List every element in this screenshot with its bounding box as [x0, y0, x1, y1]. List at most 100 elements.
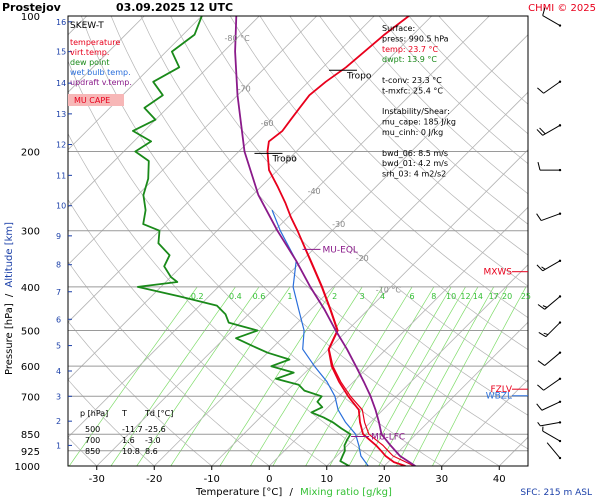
- mu-cape-badge: [68, 94, 124, 106]
- dry-adiabat-line: [68, 198, 328, 466]
- pressure-tick-label: 700: [21, 392, 40, 403]
- wind-barb-flag: [542, 7, 546, 16]
- isotherm-line: [68, 16, 318, 266]
- wind-barb-staff: [542, 260, 561, 272]
- wind-barb-base: [558, 259, 562, 263]
- legend: SKEW-T temperature virt.temp. dew point …: [68, 21, 132, 106]
- dry-adiabat-line: [289, 16, 528, 256]
- temperature-tick-label: -20: [146, 474, 162, 485]
- pressure-tick-label: 600: [21, 362, 40, 373]
- temperature-tick-label: 20: [378, 474, 391, 485]
- wind-barb-staff: [540, 421, 561, 427]
- surface-elevation: SFC: 215 m ASL: [520, 488, 592, 498]
- wind-barb-staff: [544, 352, 561, 366]
- isotherm-line: [68, 16, 375, 323]
- plot-frame: [67, 15, 529, 467]
- sounding-datetime: 03.09.2025 12 UTC: [116, 1, 233, 14]
- pressure-tick-label: 300: [21, 227, 40, 238]
- wind-barb-staff: [542, 15, 561, 26]
- wind-barb-base: [558, 321, 562, 324]
- temperature-tick-label: 0: [266, 474, 272, 485]
- isotherm-label: -10 °C: [376, 285, 402, 294]
- mixing-ratio-line: [170, 286, 291, 466]
- mixing-ratio-label: 1: [287, 292, 292, 301]
- dry-adiabat-line: [200, 16, 528, 351]
- altitude-tick-label: 5: [56, 342, 61, 351]
- fzlv-label: FZLV: [490, 385, 512, 395]
- altitude-tick-label: 3: [56, 392, 61, 401]
- mixing-ratio-labels: 0.2 0.4 0.6 1 2 3 4 6 8 10 12 14 17 20 25: [191, 292, 531, 301]
- isotherms: [68, 16, 528, 466]
- station-name: Prostejov: [2, 1, 62, 14]
- wind-barb-staff: [544, 296, 561, 310]
- isotherm-line: [498, 436, 528, 466]
- isotherm-line: [68, 16, 433, 381]
- table-cell: -25.6: [145, 425, 166, 434]
- wind-barb-staff: [542, 430, 561, 442]
- mu-cape-badge-label: MU CAPE: [74, 96, 110, 105]
- wind-barb-flag: [536, 403, 543, 411]
- wind-barb-flag: [537, 161, 541, 171]
- wind-barb-staff: [542, 124, 561, 136]
- wind-barb-staff: [546, 442, 561, 459]
- wind-barb-base: [558, 295, 562, 298]
- wind-barb-base: [558, 439, 562, 443]
- mixing-ratio-label: 25: [521, 292, 531, 301]
- surface-panel-line: mu_cinh: 0 J/kg: [382, 128, 443, 137]
- mixing-ratio-label: 0.2: [191, 292, 204, 301]
- wind-barb-flag: [541, 266, 546, 270]
- altitude-tick-label: 11: [56, 171, 66, 180]
- altitude-tick-label: 6: [56, 315, 61, 324]
- isotherm-line: [68, 16, 490, 438]
- altitude-tick-label: 9: [56, 232, 61, 241]
- table-cell: 500: [85, 425, 100, 434]
- isotherm-label: -60: [261, 119, 274, 128]
- wind-barb-staff: [545, 322, 561, 338]
- y-axis-title: Pressure [hPa] / Altitude [km]: [4, 222, 15, 375]
- levels-table: p [hPa] T Td [°C] 500 -11.7 -25.6 700 1.6 -3.0 85…: [80, 409, 173, 456]
- temperature-tick-label: 30: [435, 474, 448, 485]
- plot-area: [68, 16, 528, 466]
- surface-panel-line: Instability/Shear:: [382, 107, 450, 116]
- wind-barb-staff: [541, 213, 561, 222]
- wind-barb-base: [558, 80, 562, 83]
- wind-barb-base: [558, 400, 562, 403]
- surface-panel-line: Surface:: [382, 24, 415, 33]
- temperature-tick-label: -10: [204, 474, 220, 485]
- wind-barb-staff: [543, 378, 561, 391]
- pressure-tick-label: 925: [21, 447, 40, 458]
- wbzl-label: WBZL: [486, 392, 512, 402]
- temperature-tick-label: 40: [493, 474, 506, 485]
- tropopause-label: Tropo: [346, 71, 372, 81]
- temperature-tick-label: -30: [89, 474, 105, 485]
- altitude-tick-label: 4: [56, 367, 61, 376]
- wind-barb-base: [558, 168, 562, 172]
- mixing-ratio-label: 2: [332, 292, 337, 301]
- wind-barb-base: [558, 124, 562, 127]
- wind-barb-base: [558, 24, 562, 27]
- wind-barb-flag: [536, 264, 544, 272]
- isotherm-line: [211, 149, 528, 466]
- altitude-tick-label: 1: [56, 441, 61, 450]
- isotherm-line: [68, 16, 260, 208]
- isotherm-label: -40: [308, 187, 321, 196]
- table-cell: 1.6: [122, 436, 135, 445]
- wind-barb-flag: [537, 360, 545, 366]
- surface-panel-line: t-conv: 23.3 °C: [382, 76, 442, 85]
- mixing-ratio-label: 4: [380, 292, 385, 301]
- mixing-ratio-label: 17: [489, 292, 499, 301]
- isotherm-line: [441, 379, 528, 466]
- surface-panel: Surface:press: 990.5 hPa temp: 23.7 °Cdwp…: [382, 24, 456, 179]
- table-cell: -11.7: [122, 425, 143, 434]
- wind-barb-base: [558, 456, 562, 460]
- wind-barbs: [536, 7, 562, 460]
- wind-barb-flag: [537, 421, 541, 427]
- mixing-ratio-label: 0.4: [229, 292, 242, 301]
- dry-adiabat-line: [438, 16, 528, 105]
- wind-barb-flag: [537, 304, 545, 310]
- altitude-tick-label: 2: [56, 417, 61, 426]
- surface-panel-line: press: 990.5 hPa: [382, 34, 449, 43]
- altitude-tick-label: 15: [56, 48, 66, 57]
- isotherm-label: -50: [283, 154, 296, 163]
- pressure-tick-label: 200: [21, 147, 40, 158]
